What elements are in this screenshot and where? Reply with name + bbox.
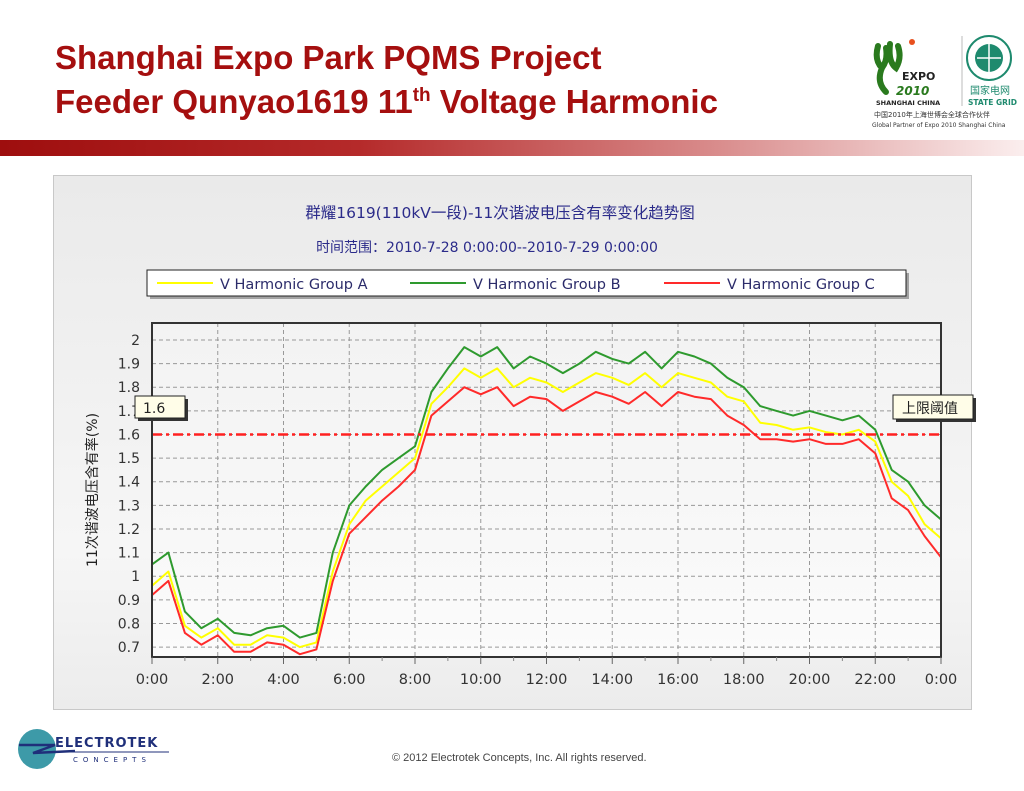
y-tick-label: 1.6 (118, 427, 140, 443)
y-tick-label: 1.1 (118, 546, 140, 562)
x-tick-label: 22:00 (854, 672, 896, 688)
state-grid-cn: 国家电网 (970, 84, 1010, 97)
legend-label: V Harmonic Group C (727, 277, 875, 293)
series-line-v-harmonic-group-a (151, 367, 942, 649)
legend-label: V Harmonic Group B (473, 277, 621, 293)
header-band (0, 140, 1024, 156)
threshold-tooltip-text: 1.6 (143, 401, 165, 417)
series-line-v-harmonic-group-b (151, 346, 942, 639)
state-grid-logo: 国家电网 STATE GRID (966, 35, 1017, 107)
slide-title: Shanghai Expo Park PQMS Project Feeder Q… (55, 36, 718, 124)
title-line-2-text: Feeder Qunyao1619 11 (55, 83, 413, 120)
title-line-2-end: Voltage Harmonic (430, 83, 718, 120)
electrotek-name: ELECTROTEK (55, 736, 158, 751)
threshold-label-box: 上限阈值 (892, 394, 976, 422)
title-line-1: Shanghai Expo Park PQMS Project (55, 39, 602, 76)
y-tick-label: 1.7 (118, 404, 140, 420)
x-tick-label: 8:00 (399, 672, 432, 688)
x-tick-label: 4:00 (267, 672, 300, 688)
threshold-label: 上限阈值 (902, 401, 958, 417)
chart-title: 群耀1619(110kV一段)-11次谐波电压含有率变化趋势图 (305, 204, 695, 222)
x-tick-label: 0:00 (925, 672, 958, 688)
y-axis-label: 11次谐波电压含有率(%) (84, 413, 101, 567)
partner-cn: 中国2010年上海世博会全球合作伙伴 (874, 110, 990, 119)
y-tick-label: 1.5 (118, 451, 140, 467)
expo-logo: EXPO 2010 SHANGHAI CHINA (873, 39, 940, 107)
x-tick-label: 20:00 (789, 672, 831, 688)
x-tick-label: 6:00 (333, 672, 366, 688)
partner-en: Global Partner of Expo 2010 Shanghai Chi… (872, 122, 1006, 129)
y-tick-label: 0.7 (118, 640, 140, 656)
y-tick-label: 1.3 (118, 498, 140, 514)
legend: V Harmonic Group A V Harmonic Group B V Ha… (146, 269, 909, 299)
y-tick-label: 1.8 (118, 380, 140, 396)
threshold-tooltip: 1.6 (134, 395, 188, 421)
state-grid-en: STATE GRID (968, 98, 1017, 107)
copyright: © 2012 Electrotek Concepts, Inc. All rig… (392, 752, 647, 764)
x-tick-label: 12:00 (526, 672, 568, 688)
title-superscript: th (412, 85, 431, 106)
x-tick-label: 16:00 (657, 672, 699, 688)
y-tick-label: 1.4 (118, 475, 140, 491)
x-tick-label: 14:00 (591, 672, 633, 688)
y-tick-label: 1 (131, 569, 140, 585)
y-tick-label: 0.8 (118, 616, 140, 632)
y-tick-label: 1.2 (118, 522, 140, 538)
expo-text: EXPO (902, 70, 935, 83)
chart-subtitle: 时间范围：2010-7-28 0:00:00--2010-7-29 0:00:0… (316, 239, 658, 256)
title-line-2: Feeder Qunyao1619 11th Voltage Harmonic (55, 80, 718, 124)
x-tick-label: 18:00 (723, 672, 765, 688)
series-line-v-harmonic-group-c (151, 386, 942, 656)
electrotek-sub: CONCEPTS (73, 756, 151, 764)
x-tick-label: 10:00 (460, 672, 502, 688)
x-tick-label: 2:00 (201, 672, 234, 688)
x-tick-label: 0:00 (136, 672, 169, 688)
expo-year: 2010 (896, 84, 929, 98)
legend-label: V Harmonic Group A (220, 277, 368, 293)
y-tick-label: 2 (131, 333, 140, 349)
y-tick-label: 0.9 (118, 593, 140, 609)
partner-logos: EXPO 2010 SHANGHAI CHINA 国家电网 STATE GRID… (860, 28, 1020, 130)
expo-city: SHANGHAI CHINA (876, 99, 940, 107)
y-tick-label: 1.9 (118, 357, 140, 373)
electrotek-logo: ELECTROTEK CONCEPTS (15, 727, 175, 776)
